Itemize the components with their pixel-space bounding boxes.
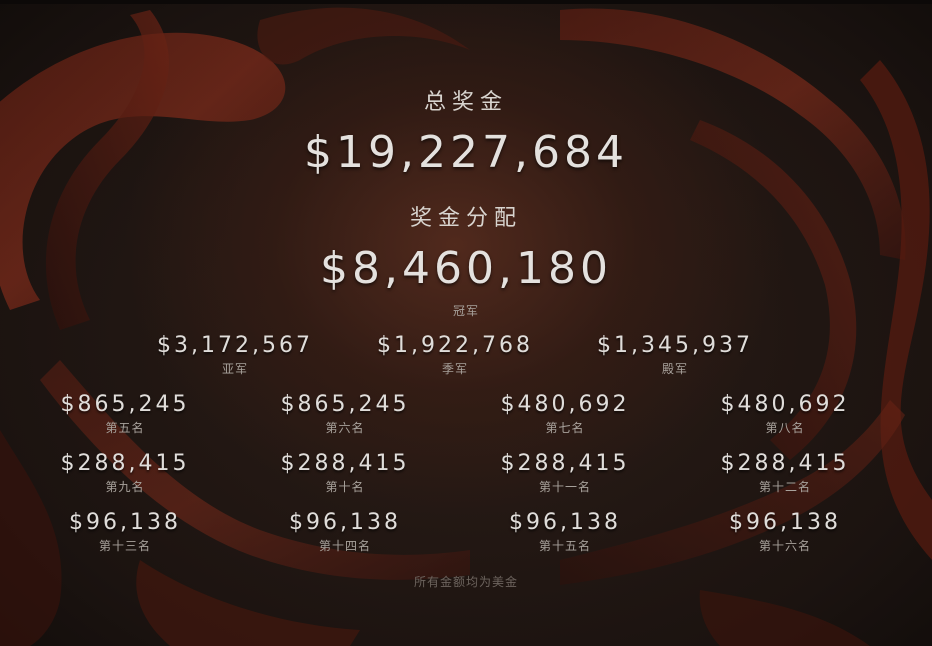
total-prize-label: 总奖金 [423, 90, 508, 115]
prize-cell-15th: $96,138 第十五名 [455, 510, 675, 554]
prize-amount: $3,172,567 [157, 333, 313, 358]
prize-place: 第十四名 [318, 539, 371, 553]
prize-place: 第九名 [105, 480, 145, 494]
prize-place: 第十五名 [538, 539, 591, 553]
prize-amount: $96,138 [289, 510, 401, 535]
prize-cell-14th: $96,138 第十四名 [235, 510, 455, 554]
prize-amount: $865,245 [280, 392, 410, 417]
prize-cell-8th: $480,692 第八名 [675, 392, 895, 436]
prize-place: 第十一名 [538, 480, 591, 494]
prize-amount: $288,415 [280, 451, 410, 476]
top-border [0, 0, 932, 4]
prize-amount: $288,415 [500, 451, 630, 476]
prize-amount: $288,415 [720, 451, 850, 476]
prize-amount: $96,138 [729, 510, 841, 535]
prize-cell-11th: $288,415 第十一名 [455, 451, 675, 495]
prize-cell-9th: $288,415 第九名 [15, 451, 235, 495]
prize-place: 第十六名 [758, 539, 811, 553]
prize-amount: $1,345,937 [597, 333, 753, 358]
prize-place: 第八名 [765, 421, 805, 435]
prize-amount: $288,415 [60, 451, 190, 476]
distribution-label: 奖金分配 [409, 206, 522, 231]
prize-cell-10th: $288,415 第十名 [235, 451, 455, 495]
prize-cell-7th: $480,692 第七名 [455, 392, 675, 436]
prize-place: 亚军 [221, 362, 248, 376]
prize-amount: $1,922,768 [377, 333, 533, 358]
prize-place: 殿军 [661, 362, 688, 376]
prize-cell-12th: $288,415 第十二名 [675, 451, 895, 495]
currency-note: 所有金额均为美金 [413, 575, 518, 589]
prize-cell-16th: $96,138 第十六名 [675, 510, 895, 554]
prize-amount: $96,138 [509, 510, 621, 535]
prize-cell-2nd: $3,172,567 亚军 [125, 333, 345, 377]
prize-cell-13th: $96,138 第十三名 [15, 510, 235, 554]
prize-cell-6th: $865,245 第六名 [235, 392, 455, 436]
prize-cell-4th: $1,345,937 殿军 [565, 333, 785, 377]
prize-place: 第五名 [105, 421, 145, 435]
prize-place: 第七名 [545, 421, 585, 435]
prize-amount: $865,245 [60, 392, 190, 417]
prize-place: 第十二名 [758, 480, 811, 494]
prize-place: 季军 [441, 362, 468, 376]
prize-place: 第六名 [325, 421, 365, 435]
prize-place: 第十名 [325, 480, 365, 494]
prize-amount: $480,692 [500, 392, 630, 417]
prize-cell-5th: $865,245 第五名 [15, 392, 235, 436]
prize-place: 第十三名 [98, 539, 151, 553]
prize-amount: $480,692 [720, 392, 850, 417]
champion-label: 冠军 [452, 304, 479, 318]
prize-cell-3rd: $1,922,768 季军 [345, 333, 565, 377]
prize-amount: $96,138 [69, 510, 181, 535]
champion-amount: $8,460,180 [320, 243, 612, 294]
total-prize-amount: $19,227,684 [304, 127, 628, 178]
